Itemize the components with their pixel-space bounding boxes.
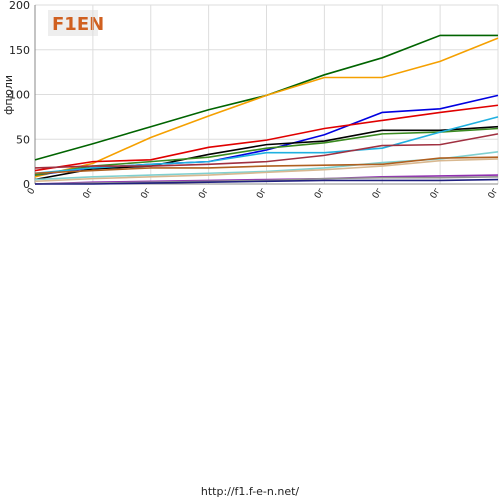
x-tick-label: 0г [255,186,269,200]
y-tick-label: 200 [9,0,30,12]
x-tick-label: 0г [487,186,500,200]
logo-box [48,10,98,36]
x-tick-label: 0г [197,186,211,200]
series-line [35,178,499,185]
series-line [34,174,499,185]
series-line [34,127,499,176]
x-tick-label: 0 [26,186,38,196]
series-line [34,156,499,175]
x-tick-label: 0г [313,186,327,200]
footer: http://f1.f-e-n.net/ [201,485,300,498]
y-tick-label: 0 [23,178,30,191]
y-axis-label: фпюли [2,75,15,115]
series-line [34,158,499,183]
x-tick-label: 0г [371,186,385,200]
y-tick-label: 150 [9,44,30,57]
series-line [34,37,499,178]
y-tick-label: 50 [16,133,30,146]
series-line [34,125,499,181]
series-line [34,133,499,169]
x-tick-label: 0г [139,186,153,200]
series-line [34,104,499,172]
logo: F1EN [52,14,104,35]
x-tick-label: 0г [82,186,96,200]
x-tick-label: 0г [429,186,443,200]
y-tick-label: 100 [9,89,30,102]
series-line [34,176,499,185]
